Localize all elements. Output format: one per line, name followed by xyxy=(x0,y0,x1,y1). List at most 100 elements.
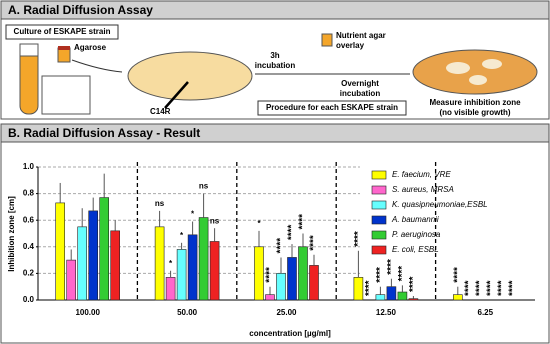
significance: **** xyxy=(507,280,518,296)
significance: ns xyxy=(155,199,165,208)
y-tick-label: 0.0 xyxy=(23,295,35,304)
overlay-2: overlay xyxy=(336,41,365,50)
petri-dish xyxy=(127,51,253,101)
overnight-1: Overnight xyxy=(341,79,379,88)
significance: * xyxy=(191,210,195,219)
significance: ns xyxy=(210,216,220,225)
x-tick-label: 25.00 xyxy=(276,308,297,317)
overnight-2: incubation xyxy=(340,89,381,98)
bar xyxy=(408,298,419,301)
significance: **** xyxy=(276,238,287,254)
bar xyxy=(176,249,187,301)
zone xyxy=(446,62,470,74)
significance: **** xyxy=(265,267,276,283)
y-tick-label: 0.6 xyxy=(23,215,35,224)
measure-2: (no visible growth) xyxy=(439,108,510,117)
chart-title: B. Radial Diffusion Assay - Result xyxy=(8,126,200,140)
culture-label: Culture of ESKAPE strain xyxy=(14,27,111,36)
legend-label: A. baumannii xyxy=(391,215,439,224)
bar xyxy=(77,226,87,301)
x-tick-label: 12.50 xyxy=(376,308,397,317)
bar xyxy=(309,265,319,301)
legend-label: S. aureus, MRSA xyxy=(392,185,454,194)
panel-a-title: A. Radial Diffusion Assay xyxy=(8,3,153,17)
significance: * xyxy=(180,231,184,240)
significance: **** xyxy=(309,235,320,251)
y-axis-label: Inhibition zone [cm] xyxy=(7,196,16,272)
significance: **** xyxy=(287,224,298,240)
agarose-jar xyxy=(57,47,71,63)
bar xyxy=(265,294,275,301)
bar xyxy=(386,286,397,301)
bar xyxy=(353,277,364,301)
bar xyxy=(88,210,98,301)
significance: **** xyxy=(463,280,474,296)
measure-1: Measure inhibition zone xyxy=(429,98,521,107)
bar xyxy=(154,226,165,301)
significance: **** xyxy=(364,280,375,296)
incubation-1: 3h xyxy=(270,51,279,60)
panel-b-header xyxy=(0,123,550,143)
bar xyxy=(165,277,176,301)
bar xyxy=(254,246,264,301)
zone xyxy=(469,75,487,85)
arrow xyxy=(71,59,123,73)
significance: **** xyxy=(474,280,485,296)
bar xyxy=(452,294,463,301)
zone xyxy=(482,59,502,69)
legend-swatch xyxy=(371,200,387,210)
y-tick-label: 1.0 xyxy=(23,162,35,171)
legend-label: E. coli, ESBL xyxy=(392,245,439,254)
significance: ns xyxy=(199,182,209,191)
legend-swatch xyxy=(371,170,387,180)
bar xyxy=(198,217,209,301)
legend-label: E. faecium, VRE xyxy=(392,170,451,179)
significance: * xyxy=(257,219,261,228)
significance: **** xyxy=(452,267,463,283)
bar xyxy=(298,246,308,301)
significance: * xyxy=(169,259,173,268)
procedure-box xyxy=(257,100,407,116)
bacteria-zoom xyxy=(41,75,91,115)
tube-top xyxy=(19,43,39,57)
incubation-2: incubation xyxy=(255,61,296,70)
result-dish xyxy=(412,49,538,95)
bar xyxy=(66,259,76,301)
procedure-label: Procedure for each ESKAPE strain xyxy=(266,103,398,112)
agarose-lid xyxy=(58,46,70,50)
bar xyxy=(187,234,198,301)
bar xyxy=(110,230,120,301)
significance: **** xyxy=(375,267,386,283)
overlay-1: Nutrient agar xyxy=(336,31,386,40)
significance: **** xyxy=(397,266,408,282)
legend-label: P. aeruginosa xyxy=(392,230,441,239)
panel-a-header xyxy=(0,0,550,20)
nutrient-jar xyxy=(321,33,333,47)
significance: **** xyxy=(408,276,419,292)
significance: **** xyxy=(298,214,309,230)
bar xyxy=(99,197,109,301)
x-axis-label: concentration [µg/ml] xyxy=(249,329,331,338)
bar xyxy=(55,202,66,301)
c14r-arrow xyxy=(164,81,189,109)
x-tick-label: 50.00 xyxy=(177,308,198,317)
x-tick-label: 6.25 xyxy=(478,308,494,317)
bar xyxy=(209,241,220,301)
c14r-label: C14R xyxy=(150,107,171,116)
significance: **** xyxy=(386,259,397,275)
legend-label: K. quasipneumoniae,ESBL xyxy=(392,200,488,209)
culture-box xyxy=(5,24,119,40)
y-tick-label: 0.2 xyxy=(23,269,35,278)
legend-swatch xyxy=(371,245,387,255)
bar xyxy=(287,257,297,301)
y-tick-label: 0.4 xyxy=(23,242,35,251)
y-tick-label: 0.8 xyxy=(23,189,35,198)
x-tick-label: 100.00 xyxy=(75,308,100,317)
bar xyxy=(276,273,286,301)
agarose-label: Agarose xyxy=(74,43,107,52)
legend-swatch xyxy=(371,215,387,225)
significance: **** xyxy=(496,280,507,296)
bar xyxy=(397,291,408,301)
legend-swatch xyxy=(371,230,387,240)
